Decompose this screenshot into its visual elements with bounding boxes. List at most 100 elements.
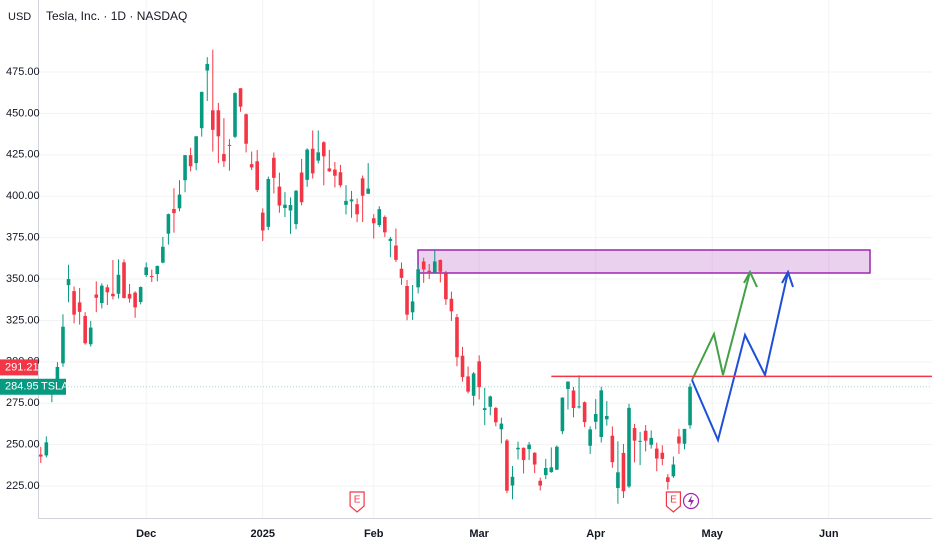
candle-body bbox=[88, 327, 93, 345]
y-tick-label: 275.00 bbox=[6, 397, 40, 409]
candles bbox=[38, 49, 692, 504]
candle-body bbox=[416, 269, 420, 288]
candle-body bbox=[394, 245, 398, 260]
candle-body bbox=[438, 259, 443, 272]
candle-body bbox=[444, 273, 448, 300]
candle-body bbox=[211, 110, 215, 130]
candle-body bbox=[455, 317, 459, 358]
candle-body bbox=[588, 429, 592, 446]
candle-body bbox=[499, 423, 504, 430]
candle-body bbox=[516, 447, 520, 450]
candle-body bbox=[310, 148, 315, 174]
candle-body bbox=[383, 216, 387, 233]
y-tick-label: 250.00 bbox=[6, 439, 40, 451]
candle-body bbox=[610, 435, 615, 463]
candle-body bbox=[505, 440, 509, 491]
candle-body bbox=[100, 285, 104, 304]
resistance-zone bbox=[417, 249, 871, 274]
candle-body bbox=[371, 218, 376, 224]
candle-body bbox=[638, 440, 642, 442]
candle-body bbox=[260, 212, 265, 231]
candle-body bbox=[222, 154, 226, 162]
candle-body bbox=[632, 428, 637, 441]
candle-body bbox=[299, 172, 304, 203]
candle-body bbox=[283, 204, 287, 208]
candle-body bbox=[238, 88, 243, 107]
candle-body bbox=[510, 476, 515, 486]
candle-body bbox=[377, 209, 382, 226]
candle-body bbox=[566, 381, 570, 389]
candle-body bbox=[494, 408, 498, 423]
candle-body bbox=[333, 169, 337, 176]
candle-body bbox=[344, 200, 348, 205]
candle-body bbox=[166, 214, 171, 234]
bull-arrowhead bbox=[743, 269, 758, 288]
candle-body bbox=[277, 186, 282, 206]
candle-body bbox=[688, 386, 692, 426]
candle-body bbox=[233, 93, 237, 137]
candle-body bbox=[244, 114, 248, 144]
candle-body bbox=[216, 110, 221, 137]
candle-body bbox=[549, 467, 554, 473]
candle-body bbox=[72, 291, 76, 315]
event-marker bbox=[349, 491, 365, 513]
grid bbox=[38, 0, 932, 518]
last-price-tag bbox=[0, 378, 38, 395]
last-price-label: 284.95 bbox=[5, 381, 39, 393]
candle-body bbox=[605, 415, 609, 420]
candle-body bbox=[111, 293, 115, 297]
candle-body bbox=[482, 408, 487, 411]
candle-body bbox=[682, 428, 687, 444]
candle-body bbox=[677, 436, 681, 444]
x-tick-label: Feb bbox=[364, 528, 384, 540]
candle-body bbox=[571, 390, 576, 409]
candle-body bbox=[593, 414, 598, 422]
candle-body bbox=[161, 246, 165, 263]
candle-body bbox=[649, 437, 654, 445]
candle-body bbox=[627, 407, 631, 487]
candle-body bbox=[338, 172, 343, 186]
candle-body bbox=[477, 361, 481, 388]
candle-body bbox=[532, 452, 537, 465]
candle-body bbox=[660, 452, 665, 459]
candle-body bbox=[616, 472, 620, 489]
candle-body bbox=[77, 302, 82, 312]
candle-body bbox=[388, 238, 393, 241]
candle-body bbox=[138, 286, 143, 303]
candle-body bbox=[543, 467, 548, 476]
y-tick-label: 325.00 bbox=[6, 314, 40, 326]
symbol-label: TSLA bbox=[41, 381, 69, 393]
candle-body bbox=[94, 294, 99, 298]
candle-body bbox=[122, 262, 126, 298]
candle-body bbox=[305, 149, 309, 180]
candle-body bbox=[427, 270, 432, 273]
candle-body bbox=[599, 390, 604, 438]
candle-body bbox=[432, 261, 437, 273]
candle-body bbox=[321, 142, 326, 157]
price-line-label: 291.21 bbox=[5, 361, 39, 373]
event-label: E bbox=[354, 495, 361, 506]
symbol-tag bbox=[38, 378, 66, 395]
candle-body bbox=[399, 268, 404, 278]
bull-path bbox=[691, 271, 751, 381]
candle-body bbox=[654, 448, 659, 459]
y-tick-label: 400.00 bbox=[6, 190, 40, 202]
candle-body bbox=[249, 164, 254, 168]
alt-arrowhead bbox=[781, 269, 794, 288]
x-tick-label: Mar bbox=[469, 528, 489, 540]
candle-body bbox=[61, 326, 65, 364]
candle-body bbox=[183, 155, 187, 181]
x-tick-label: Jun bbox=[819, 528, 839, 540]
currency: USD bbox=[8, 11, 31, 23]
price-line-tag bbox=[0, 359, 38, 376]
y-tick-label: 350.00 bbox=[6, 273, 40, 285]
candle-body bbox=[105, 287, 110, 293]
candle-body bbox=[199, 91, 204, 129]
y-tick-label: 450.00 bbox=[6, 107, 40, 119]
candle-body bbox=[666, 477, 670, 482]
y-tick-label: 375.00 bbox=[6, 232, 40, 244]
candle-body bbox=[133, 292, 137, 308]
candle-body bbox=[327, 168, 332, 172]
candle-body bbox=[155, 265, 160, 275]
candle-body bbox=[116, 274, 121, 294]
